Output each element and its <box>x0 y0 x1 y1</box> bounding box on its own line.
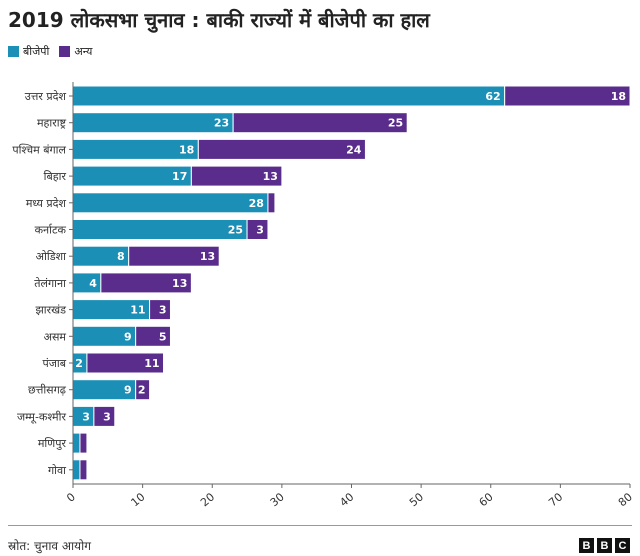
bar-bjp <box>72 85 506 107</box>
x-tick-label: 10 <box>128 490 147 509</box>
category-label: महाराष्ट्र <box>37 117 67 130</box>
category-label: झारखंड <box>35 304 66 317</box>
category-label: गोवा <box>48 464 66 477</box>
bar-others <box>504 85 631 107</box>
bar-others <box>100 272 192 294</box>
category-label: ओडिशा <box>36 250 66 263</box>
x-tick-label: 0 <box>64 490 78 504</box>
source-note: स्रोत: चुनाव आयोग <box>8 539 92 553</box>
x-tick-label: 60 <box>477 490 496 509</box>
category-label: छत्तीसगढ़ <box>28 384 67 397</box>
data-label: 8 <box>117 250 125 263</box>
bar-others <box>246 219 269 240</box>
legend-label-others: अन्य <box>74 45 93 58</box>
data-label: 3 <box>256 224 264 237</box>
bar-others <box>135 379 151 401</box>
divider <box>8 525 632 526</box>
bar-others <box>79 459 88 481</box>
data-label: 4 <box>89 277 97 290</box>
data-label: 17 <box>172 170 187 183</box>
data-label: 13 <box>263 170 278 183</box>
x-tick-label: 30 <box>268 490 287 509</box>
bar-others <box>79 432 88 454</box>
data-label: 23 <box>214 117 229 130</box>
data-label: 3 <box>159 304 167 317</box>
data-label: 2 <box>138 384 146 397</box>
data-label: 5 <box>159 330 167 343</box>
category-label: तेलंगाना <box>34 277 66 290</box>
data-label: 25 <box>228 224 243 237</box>
data-label: 62 <box>485 90 500 103</box>
chart-title: 2019 लोकसभा चुनाव : बाकी राज्यों में बीज… <box>8 8 430 32</box>
x-tick-label: 80 <box>616 490 635 509</box>
bar-others <box>267 192 276 214</box>
bar-others <box>135 325 171 347</box>
x-tick-label: 50 <box>407 490 426 509</box>
data-label: 9 <box>124 330 132 343</box>
legend: बीजेपी अन्य <box>8 44 92 59</box>
data-label: 9 <box>124 384 132 397</box>
bar-bjp <box>72 219 248 240</box>
category-label: जम्मू-कश्मीर <box>17 410 67 424</box>
data-label: 2 <box>75 357 83 370</box>
data-label: 13 <box>172 277 187 290</box>
category-label: मणिपुर <box>38 437 67 450</box>
data-label: 18 <box>611 90 626 103</box>
bar-others <box>86 352 165 374</box>
bar-others <box>190 165 283 187</box>
x-tick-label: 40 <box>337 490 356 509</box>
data-label: 11 <box>144 357 159 370</box>
bar-others <box>149 299 171 321</box>
category-label: पश्चिम बंगाल <box>12 143 66 156</box>
x-tick-label: 70 <box>546 490 565 509</box>
legend-label-bjp: बीजेपी <box>23 45 50 58</box>
legend-swatch-others <box>59 46 71 57</box>
data-label: 18 <box>179 143 194 156</box>
bar-bjp <box>72 192 269 214</box>
category-label: पंजाब <box>42 357 66 370</box>
category-label: बिहार <box>44 170 67 183</box>
legend-swatch-bjp <box>8 46 19 57</box>
bar-bjp <box>72 112 234 134</box>
bar-bjp <box>72 459 81 481</box>
category-label: असम <box>44 330 67 343</box>
bar-bjp <box>72 432 81 454</box>
bar-others <box>93 405 116 427</box>
data-label: 24 <box>346 143 362 156</box>
data-label: 25 <box>388 117 403 130</box>
data-label: 3 <box>82 410 90 423</box>
data-label: 28 <box>249 197 264 210</box>
bar-others <box>232 112 408 134</box>
bar-others <box>128 245 220 267</box>
x-tick-label: 20 <box>198 490 217 509</box>
category-label: उत्तर प्रदेश <box>25 90 67 103</box>
data-label: 11 <box>130 304 145 317</box>
data-label: 3 <box>103 410 111 423</box>
category-label: कर्नाटक <box>35 224 67 237</box>
bar-others <box>197 138 366 160</box>
category-label: मध्य प्रदेश <box>26 197 67 210</box>
data-label: 13 <box>200 250 215 263</box>
